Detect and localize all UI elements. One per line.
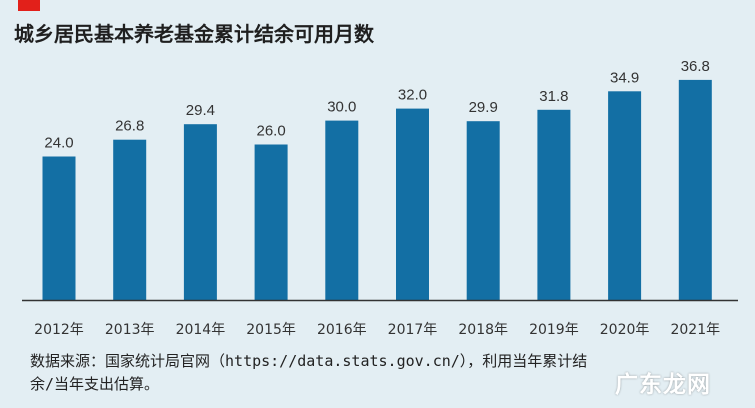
- x-tick-label: 2021年: [670, 322, 720, 338]
- x-tick-label: 2017年: [388, 322, 438, 338]
- value-label: 29.9: [469, 99, 498, 116]
- bar-2017年: [396, 108, 429, 300]
- x-tick-label: 2019年: [529, 322, 579, 338]
- bar-chart: 24.0 2012年 26.8 2013年 29.4 2014年 26.0 2015年 30.0…: [22, 58, 738, 338]
- source-note: 数据来源：国家统计局官网（https://data.stats.gov.cn/）…: [30, 352, 588, 393]
- x-tick-label: 2016年: [317, 322, 367, 338]
- bar-2012年: [42, 156, 76, 300]
- value-label: 36.8: [681, 58, 710, 75]
- x-tick-label: 2018年: [458, 322, 508, 338]
- bar-2018年: [466, 121, 500, 300]
- bar-2019年: [537, 109, 571, 300]
- x-tick-label: 2013年: [105, 322, 155, 338]
- red-accent-block: [18, 0, 40, 11]
- x-tick-label: 2020年: [600, 322, 650, 338]
- value-label: 31.8: [539, 88, 568, 105]
- bar-2015年: [254, 144, 288, 300]
- bar-2016年: [325, 120, 359, 300]
- x-tick-label: 2014年: [176, 322, 226, 338]
- value-label: 26.8: [115, 118, 144, 135]
- bar-2020年: [608, 91, 642, 300]
- bar-2021年: [678, 79, 712, 301]
- value-label: 26.0: [256, 123, 285, 140]
- x-tick-label: 2015年: [246, 322, 296, 338]
- value-label: 32.0: [398, 87, 427, 104]
- value-label: 29.4: [186, 102, 215, 119]
- x-tick-label: 2012年: [34, 322, 84, 338]
- value-label: 24.0: [44, 135, 73, 152]
- value-label: 30.0: [327, 99, 356, 116]
- bar-2013年: [113, 139, 147, 300]
- watermark-logo: 广东龙网: [615, 372, 711, 398]
- bar-2014年: [183, 124, 217, 300]
- value-label: 34.9: [610, 69, 639, 86]
- chart-title: 城乡居民基本养老基金累计结余可用月数: [14, 22, 374, 46]
